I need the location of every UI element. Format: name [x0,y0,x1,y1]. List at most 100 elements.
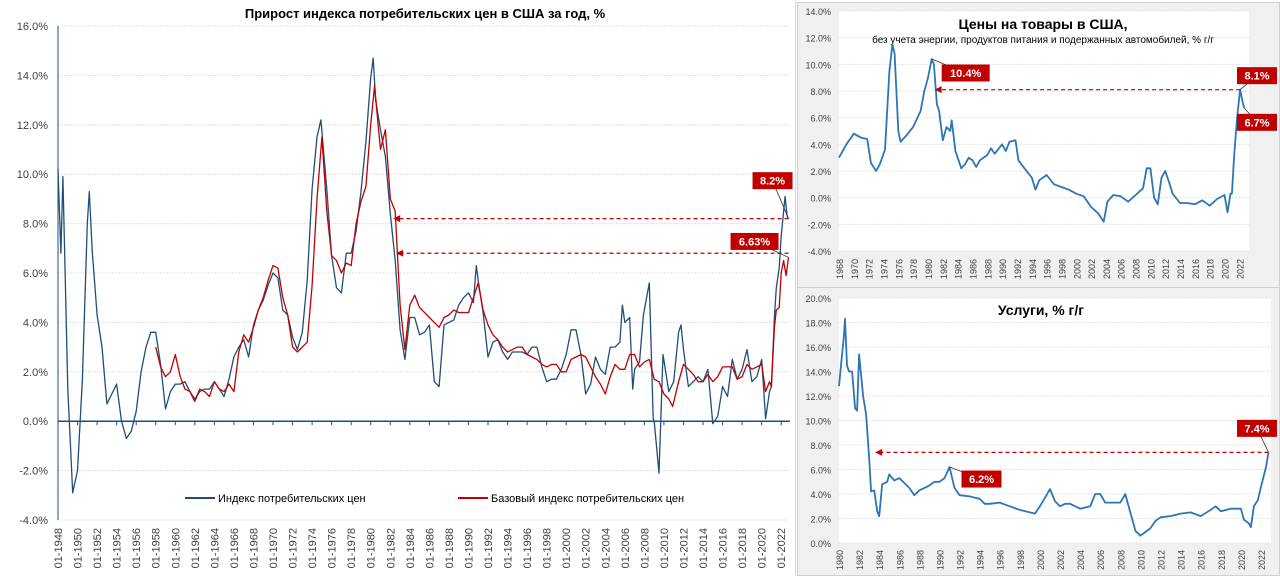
chart-title: Услуги, % г/г [998,302,1084,318]
goods-chart-panel: Цены на товары в США, без учета энергии,… [797,2,1280,288]
gridlines [839,297,1271,544]
x-tick-label: 2010 [1136,550,1146,570]
legend: Индекс потребительских цен Базовый индек… [185,493,684,505]
y-tick-label: 2.0% [810,167,831,177]
x-tick-label: 2018 [1217,550,1227,570]
x-tick-label: 01-1996 [522,528,534,568]
x-tick-label: 1982 [855,550,865,570]
x-tick-label: 01-2020 [757,528,769,568]
x-tick-label: 1978 [909,259,919,279]
y-tick-label: 0.0% [810,194,831,204]
x-tick-label: 01-1972 [288,528,300,568]
x-tick-label: 1990 [935,550,945,570]
annotation-label: 8.2% [760,176,785,188]
x-tick-label: 01-1976 [327,528,339,568]
annotation-label: 10.4% [950,68,981,80]
x-tick-label: 01-1964 [209,528,221,568]
x-tick-label: 01-1990 [463,528,475,568]
y-tick-label: 2.0% [810,515,831,525]
x-tick-label: 2020 [1237,550,1247,570]
y-tick-label: -4.0% [19,515,48,527]
x-tick-label: 2020 [1221,259,1231,279]
x-tick-label: 01-1992 [483,528,495,568]
cpi-chart: Прирост индекса потребительских цен в СШ… [17,6,793,568]
x-tick-label: 01-1978 [346,528,358,568]
x-tick-label: 2016 [1197,550,1207,570]
arrowhead-icon [875,448,883,456]
x-tick-label: 01-2014 [698,528,710,568]
annotation-label: 6.7% [1244,117,1269,129]
x-tick-label: 01-1952 [92,528,104,568]
x-tick-label: 01-1968 [248,528,260,568]
x-tick-label: 2022 [1235,259,1245,279]
x-tick-label: 01-1970 [268,528,280,568]
x-tick-label: 01-2022 [776,528,788,568]
x-tick-label: 01-2000 [561,528,573,568]
annotation-box [1237,419,1277,437]
y-tick-label: 10.0% [805,417,831,427]
y-tick-label: 16.0% [805,343,831,353]
y-tick-label: 8.0% [23,219,48,231]
x-tick-label: 1988 [915,550,925,570]
x-tick-label: 01-1962 [190,528,202,568]
y-tick-label: 6.0% [23,268,48,280]
x-tick-label: 1974 [879,259,889,279]
series-line [155,84,790,408]
x-tick-label: 01-2018 [737,528,749,568]
y-tick-label: -2.0% [807,220,831,230]
annotation-box [730,232,779,250]
y-tick-label: 2.0% [23,367,48,379]
x-tick-label: 2002 [1087,259,1097,279]
annotation-label: 6.2% [969,474,994,486]
y-tick-label: 14.0% [805,7,831,17]
x-tick-label: 01-2012 [678,528,690,568]
x-tick-label: 1980 [835,550,845,570]
x-tick-label: 01-1998 [542,528,554,568]
y-tick-label: 6.0% [810,466,831,476]
plot-area [839,11,1249,251]
x-tick-label: 1996 [996,550,1006,570]
x-tick-label: 1986 [895,550,905,570]
x-tick-label: 2004 [1076,550,1086,570]
x-tick-label: 1984 [875,550,885,570]
x-tick-label: 01-1984 [405,528,417,568]
series-line [838,317,1270,537]
y-tick-label: 16.0% [17,21,48,33]
y-tick-label: 10.0% [805,60,831,70]
x-tick-label: 2000 [1036,550,1046,570]
y-tick-label: 14.0% [805,368,831,378]
annotation-label: 6.63% [739,236,770,248]
x-tick-label: 1992 [1013,259,1023,279]
arrowhead-icon [934,86,942,94]
x-tick-label: 01-1958 [151,528,163,568]
gridlines [839,10,1249,252]
x-tick-label: 2008 [1116,550,1126,570]
x-tick-label: 2004 [1102,259,1112,279]
x-tick-label: 1994 [1028,259,1038,279]
x-tick-label: 2002 [1056,550,1066,570]
x-tick-label: 2010 [1146,259,1156,279]
x-tick-label: 01-1974 [307,528,319,568]
x-tick-label: 01-1988 [444,528,456,568]
x-tick-label: 01-1994 [503,528,515,568]
y-tick-label: 12.0% [17,120,48,132]
x-tick-label: 01-2004 [600,528,612,568]
x-tick-label: 1998 [1057,259,1067,279]
chart-title: Цены на товары в США, [958,16,1127,32]
x-tick-label: 01-1960 [170,528,182,568]
x-tick-label: 1972 [865,259,875,279]
x-tick-label: 01-1950 [73,528,85,568]
x-tick-label: 2018 [1206,259,1216,279]
x-tick-label: 2000 [1072,259,1082,279]
chart-subtitle: без учета энергии, продуктов питания и п… [872,34,1214,46]
x-tick-label: 01-1980 [366,528,378,568]
gridlines [58,25,790,521]
chart-title: Прирост индекса потребительских цен в СШ… [245,6,606,21]
x-tick-label: 01-2008 [639,528,651,568]
y-tick-label: 4.0% [23,317,48,329]
x-tick-label: 2012 [1161,259,1171,279]
services-chart: Услуги, % г/г 0.0% 2.0% 4.0% 6.0% 8.0% 10.0% 1… [805,294,1277,570]
x-tick-label: 1996 [1043,259,1053,279]
x-tick-label: 1992 [956,550,966,570]
goods-chart: Цены на товары в США, без учета энергии,… [805,7,1277,279]
